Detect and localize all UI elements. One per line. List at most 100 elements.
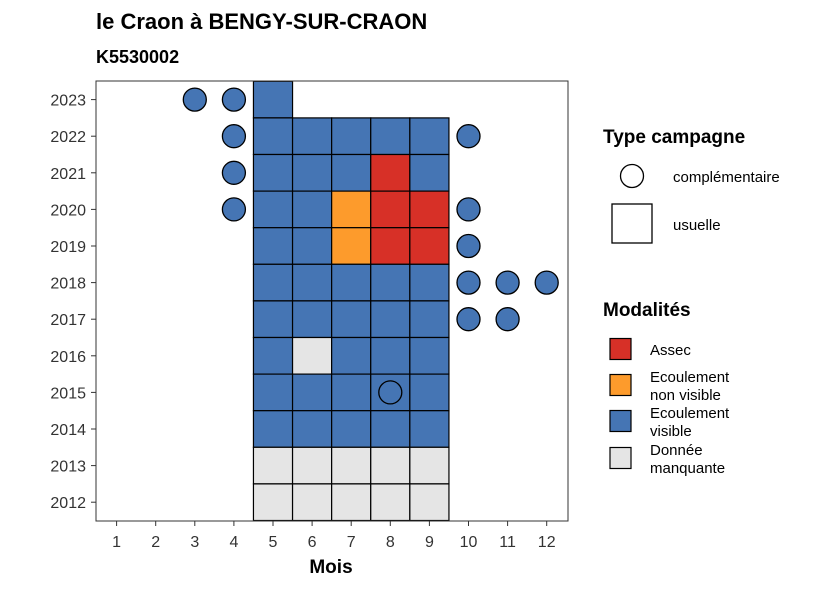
complementaire-point-2022-10 [456, 124, 481, 149]
usuelle-cell-2013-5 [252, 446, 294, 485]
usuelle-cell-2017-8 [370, 300, 411, 339]
x-axis: 1 2 3 4 5 6 7 8 9 10 11 12 [112, 521, 556, 551]
usuelle-cell-2012-8 [370, 483, 411, 522]
complementaire-point-2022-4 [221, 124, 247, 149]
legend-swatch-2 [609, 409, 632, 433]
chart-subtitle: K5530002 [96, 47, 179, 67]
plot-area [182, 80, 559, 522]
usuelle-cell-2014-5 [252, 410, 294, 448]
usuelle-cell-2020-7 [331, 190, 372, 229]
x-tick-label-5: 5 [269, 534, 278, 551]
legend-modalite-line-1-1: non visible [650, 387, 721, 404]
usuelle-cell-2017-9 [409, 300, 450, 339]
usuelle-cell-2015-7 [331, 373, 372, 412]
usuelle-cell-2012-7 [331, 483, 372, 522]
complementaire-point-2020-10 [456, 197, 481, 222]
x-tick-label-9: 9 [425, 534, 434, 551]
usuelle-cell-2019-5 [252, 227, 294, 265]
usuelle-cell-2018-7 [331, 263, 372, 302]
legend-modalite-line-2-0: Ecoulement [650, 405, 730, 422]
usuelle-cell-2018-6 [291, 263, 333, 302]
usuelle-cell-2014-7 [331, 410, 372, 448]
usuelle-cell-2022-7 [331, 117, 372, 156]
legend-modalite-line-3-1: manquante [650, 460, 725, 477]
panel-border [95, 80, 569, 522]
legend-complementaire-label: complémentaire [673, 169, 780, 186]
usuelle-cell-2013-9 [409, 446, 450, 485]
x-tick-label-6: 6 [308, 534, 317, 551]
legend-usuelle-label: usuelle [673, 217, 721, 234]
usuelle-cell-2015-5 [252, 373, 294, 412]
usuelle-cell-2014-6 [291, 410, 333, 448]
x-tick-label-10: 10 [460, 534, 478, 551]
y-axis: 2012 2013 2014 2015 2016 2017 2018 2019 2020 2021… [50, 93, 96, 512]
usuelle-cell-2022-9 [409, 117, 450, 156]
usuelle-cell-2021-8 [370, 153, 411, 192]
y-tick-label-2012: 2012 [50, 495, 86, 512]
legend-swatch-3 [609, 446, 632, 470]
legend-usuelle-symbol [611, 203, 653, 244]
usuelle-cell-2019-9 [409, 227, 450, 265]
usuelle-cell-2012-9 [409, 483, 450, 522]
x-axis-title: Mois [309, 557, 352, 578]
complementaire-point-2021-4 [221, 160, 247, 185]
complementaire-point-2015-8 [378, 380, 403, 405]
usuelle-cell-2017-7 [331, 300, 372, 339]
legend-modalites-title: Modalités [603, 300, 691, 321]
usuelle-cell-2022-5 [252, 117, 294, 156]
complementaire-point-2018-12 [534, 270, 559, 295]
complementaire-point-2019-10 [456, 233, 481, 259]
legend-modalite-line-2-1: visible [650, 423, 692, 440]
complementaire-point-2018-10 [456, 270, 481, 295]
x-tick-label-8: 8 [386, 534, 395, 551]
usuelle-cell-2013-8 [370, 446, 411, 485]
x-tick-label-12: 12 [538, 534, 556, 551]
usuelle-cell-2021-9 [409, 153, 450, 192]
x-tick-label-3: 3 [190, 534, 199, 551]
legend-modalite-label-0: Assec [650, 342, 691, 359]
usuelle-cell-2022-6 [291, 117, 333, 156]
y-tick-label-2023: 2023 [50, 93, 86, 110]
y-tick-label-2019: 2019 [50, 239, 86, 256]
usuelle-cell-2019-7 [331, 227, 372, 265]
usuelle-cell-2019-8 [370, 227, 411, 265]
usuelle-cell-2016-7 [331, 336, 372, 375]
y-tick-label-2020: 2020 [50, 202, 86, 219]
usuelle-cell-2017-5 [252, 300, 294, 339]
usuelle-cell-2012-6 [291, 483, 333, 522]
legend-swatch-1 [609, 373, 632, 397]
legend-modalite-line-3-0: Donnée [650, 442, 703, 459]
usuelle-cell-2016-8 [370, 336, 411, 375]
legend-complementaire-symbol [619, 163, 645, 189]
usuelle-cell-2014-8 [370, 410, 411, 448]
y-tick-label-2018: 2018 [50, 276, 86, 293]
complementaire-point-2023-3 [182, 87, 207, 112]
legend-modalite-label-2: Ecoulement visible [650, 405, 730, 440]
x-tick-label-11: 11 [499, 534, 516, 551]
legend-type-title: Type campagne [603, 127, 745, 148]
usuelle-cell-2016-5 [252, 336, 294, 375]
usuelle-cell-2020-6 [291, 190, 333, 229]
y-tick-label-2017: 2017 [50, 312, 86, 329]
x-tick-label-7: 7 [347, 534, 356, 551]
legend-type: complémentaire usuelle [611, 163, 780, 244]
usuelle-cell-2016-6 [291, 336, 333, 375]
x-tick-label-4: 4 [229, 534, 238, 551]
y-tick-label-2013: 2013 [50, 459, 86, 476]
usuelle-cell-2012-5 [252, 483, 294, 522]
usuelle-cell-2014-9 [409, 410, 450, 448]
complementaire-point-2018-11 [495, 270, 520, 295]
legend-modalite-label-1: Ecoulement non visible [650, 369, 730, 404]
usuelle-cell-2021-6 [291, 153, 333, 192]
usuelle-cell-2021-5 [252, 153, 294, 192]
usuelle-cell-2018-9 [409, 263, 450, 302]
usuelle-cell-2020-9 [409, 190, 450, 229]
complementaire-point-2020-4 [221, 197, 247, 222]
usuelle-cell-2013-6 [291, 446, 333, 485]
usuelle-cell-2018-5 [252, 263, 294, 302]
usuelle-cell-2013-7 [331, 446, 372, 485]
usuelle-cell-2017-6 [291, 300, 333, 339]
y-tick-label-2021: 2021 [50, 166, 86, 183]
